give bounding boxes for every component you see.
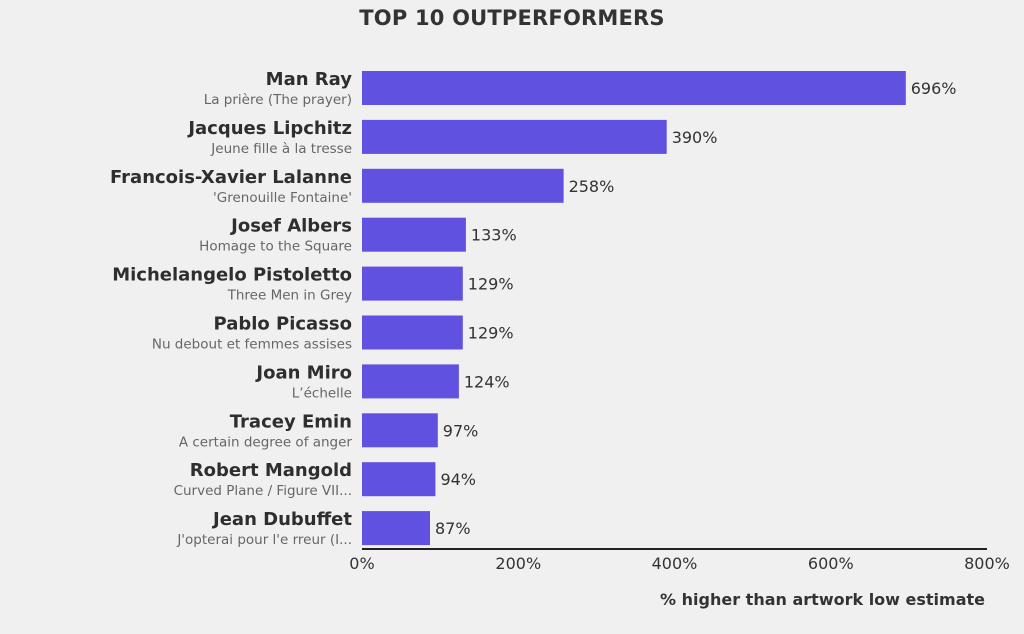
category-label: Man Ray xyxy=(266,69,353,90)
category-label: Robert Mangold xyxy=(190,460,352,481)
bar-value-label: 129% xyxy=(468,324,514,343)
category-sublabel: Jeune fille à la tresse xyxy=(210,141,352,157)
category-sublabel: Homage to the Square xyxy=(199,239,352,255)
bar xyxy=(362,462,436,497)
bar-value-label: 129% xyxy=(468,275,514,294)
category-label: Pablo Picasso xyxy=(213,314,352,335)
x-tick-label: 200% xyxy=(495,554,541,573)
bar-value-label: 390% xyxy=(672,128,718,147)
bar xyxy=(362,71,906,105)
bar-value-label: 124% xyxy=(464,372,510,391)
x-tick-label: 800% xyxy=(964,554,1010,573)
bar-value-label: 133% xyxy=(471,226,517,245)
category-label: Joan Miro xyxy=(254,362,352,383)
category-sublabel: L’échelle xyxy=(292,385,352,401)
bar xyxy=(362,168,564,203)
x-tick-label: 400% xyxy=(652,554,698,573)
bar xyxy=(362,217,466,252)
category-label: Josef Albers xyxy=(229,216,352,237)
bar xyxy=(362,511,430,546)
category-sublabel: 'Grenouille Fontaine' xyxy=(213,190,352,206)
category-sublabel: Curved Plane / Figure VII... xyxy=(174,483,352,499)
x-tick-label: 600% xyxy=(808,554,854,573)
bar xyxy=(362,364,459,399)
bar-value-label: 94% xyxy=(440,470,476,489)
category-label: Michelangelo Pistoletto xyxy=(112,265,352,286)
bar-value-label: 97% xyxy=(443,421,479,440)
bar xyxy=(362,266,463,301)
category-sublabel: A certain degree of anger xyxy=(179,434,353,450)
bar xyxy=(362,119,667,154)
x-axis-title: % higher than artwork low estimate xyxy=(660,590,985,609)
bar xyxy=(362,315,463,350)
category-label: Jean Dubuffet xyxy=(211,509,352,530)
bar-value-label: 258% xyxy=(569,177,615,196)
chart-title: TOP 10 OUTPERFORMERS xyxy=(359,6,665,30)
x-tick-label: 0% xyxy=(349,554,374,573)
category-sublabel: La prière (The prayer) xyxy=(204,92,352,108)
bar xyxy=(362,413,438,448)
bar-value-label: 696% xyxy=(911,79,957,98)
category-label: Jacques Lipchitz xyxy=(186,118,352,139)
category-sublabel: Three Men in Grey xyxy=(227,288,352,304)
bar-value-label: 87% xyxy=(435,519,471,538)
category-label: Tracey Emin xyxy=(230,411,352,432)
category-sublabel: Nu debout et femmes assises xyxy=(152,337,352,353)
category-sublabel: J'opterai pour l'e rreur (I... xyxy=(176,532,352,548)
category-label: Francois-Xavier Lalanne xyxy=(110,167,352,188)
